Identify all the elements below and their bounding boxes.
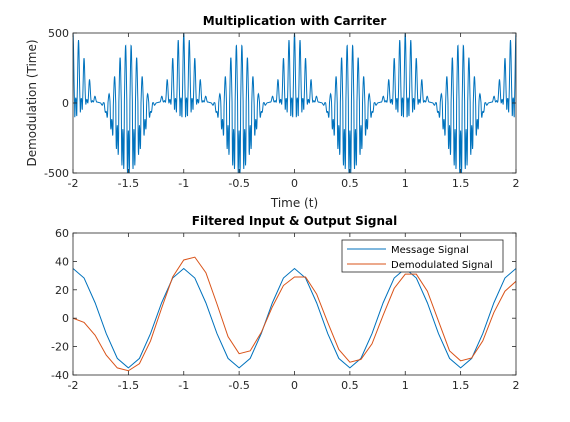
bottom-y-tick-label: -20	[51, 341, 69, 354]
top-x-tick-label: 1	[402, 177, 409, 190]
legend-box	[341, 239, 504, 273]
top-x-tick-label: -1.5	[118, 177, 139, 190]
top-y-axis-label: Demodulation (Time)	[25, 39, 39, 166]
bottom-x-tick-label: 0.5	[341, 379, 359, 392]
bottom-subplot: -2 -1.5 -1 -0.5 0 0.5 1 1.5 2 -40 -20 0 20 40 60 Filte…	[51, 214, 519, 392]
legend: Message Signal Demodulated Signal	[341, 239, 504, 273]
top-x-tick-label: 0	[291, 177, 298, 190]
bottom-chart-title: Filtered Input & Output Signal	[192, 214, 397, 228]
top-subplot: -2 -1.5 -1 -0.5 0 0.5 1 1.5 2 -500 0 500 Multiplica…	[25, 14, 520, 210]
top-y-tick-label: 500	[48, 27, 69, 40]
bottom-x-tick-label: 0	[291, 379, 298, 392]
bottom-x-tick-label: -0.5	[228, 379, 249, 392]
legend-label-demodulated-signal: Demodulated Signal	[391, 260, 493, 271]
bottom-y-tick-label: -40	[51, 369, 69, 382]
top-ticks: -2 -1.5 -1 -0.5 0 0.5 1 1.5 2 -500 0 500	[44, 27, 519, 190]
bottom-y-tick-label: 0	[62, 312, 69, 325]
bottom-series-message-signal	[73, 267, 516, 369]
top-y-tick-label: 0	[62, 97, 69, 110]
top-y-tick-label: -500	[44, 167, 69, 180]
bottom-x-tick-label: 1	[402, 379, 409, 392]
top-x-tick-label: -0.5	[228, 177, 249, 190]
bottom-y-tick-label: 60	[55, 227, 69, 240]
bottom-y-tick-label: 40	[55, 255, 69, 268]
bottom-x-tick-label: -1	[178, 379, 189, 392]
top-x-tick-label: 0.5	[341, 177, 359, 190]
bottom-x-tick-label: 2	[513, 379, 520, 392]
bottom-x-tick-label: -1.5	[118, 379, 139, 392]
top-x-tick-label: -1	[178, 177, 189, 190]
top-series-layer	[73, 33, 516, 173]
top-x-tick-label: 1.5	[452, 177, 470, 190]
bottom-x-tick-label: -2	[68, 379, 79, 392]
top-x-tick-label: 2	[513, 177, 520, 190]
bottom-y-tick-label: 20	[55, 284, 69, 297]
legend-label-message-signal: Message Signal	[391, 245, 469, 256]
bottom-series-layer	[73, 256, 516, 372]
bottom-ticks: -2 -1.5 -1 -0.5 0 0.5 1 1.5 2 -40 -20 0 20 40 60	[51, 227, 519, 392]
top-x-tick-label: -2	[68, 177, 79, 190]
top-x-axis-label: Time (t)	[270, 196, 318, 210]
top-series-line-0	[73, 33, 516, 173]
bottom-x-tick-label: 1.5	[452, 379, 470, 392]
top-plot-area	[73, 33, 516, 173]
bottom-series-demodulated-signal	[73, 256, 516, 372]
top-chart-title: Multiplication with Carriter	[203, 14, 387, 28]
